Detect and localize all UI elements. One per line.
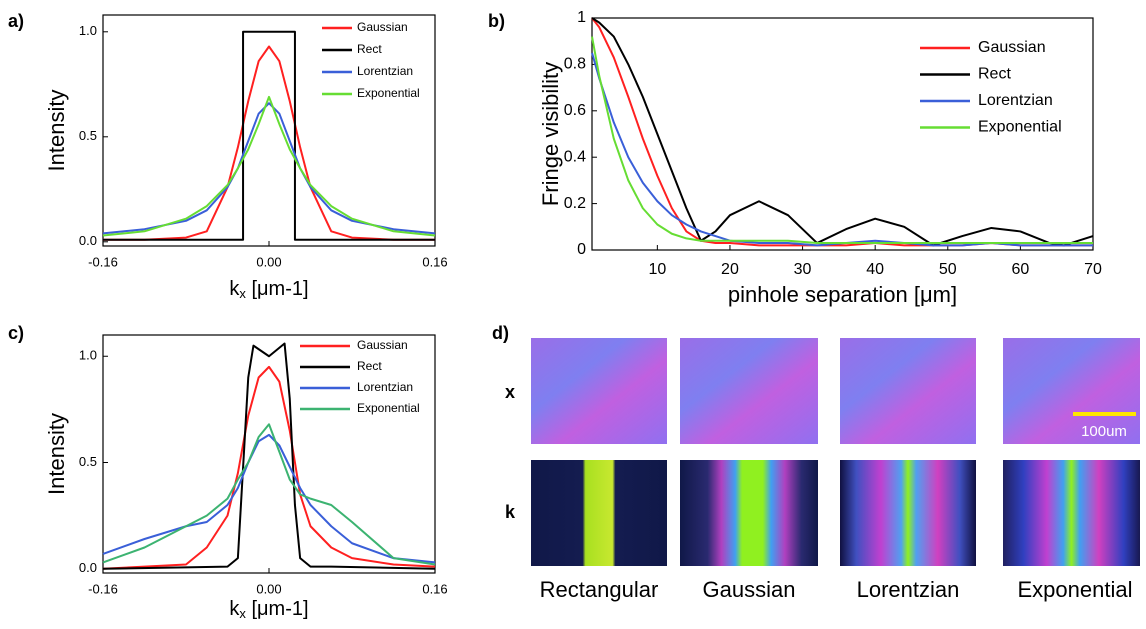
series-line bbox=[102, 95, 436, 237]
x-tick-label: 0.00 bbox=[256, 254, 281, 269]
series-line bbox=[102, 102, 436, 235]
x-axis-label-part: x bbox=[239, 286, 246, 301]
series-line bbox=[103, 45, 435, 241]
image-x-lorentz bbox=[840, 338, 976, 444]
image-k-exp bbox=[1003, 460, 1140, 566]
y-axis-label: Intensity bbox=[44, 413, 69, 495]
row-label: k bbox=[505, 502, 516, 522]
x-tick-label: 30 bbox=[794, 261, 812, 278]
x-axis-label: kx [μm-1] bbox=[229, 598, 308, 621]
x-tick-label: 50 bbox=[939, 261, 957, 278]
x-axis-label-part: pinhole separation [μm] bbox=[728, 282, 957, 307]
x-tick-label: -0.16 bbox=[88, 254, 118, 269]
y-tick-label: 0.6 bbox=[564, 102, 586, 119]
panel-label: c) bbox=[8, 323, 24, 343]
legend-label: Gaussian bbox=[357, 338, 408, 352]
legend-label: Lorentzian bbox=[357, 380, 413, 394]
y-tick-label: 1 bbox=[577, 9, 586, 26]
y-tick-label: 0.0 bbox=[79, 560, 97, 575]
x-tick-label: 0.00 bbox=[256, 581, 281, 596]
x-axis-label-part: x bbox=[239, 606, 246, 621]
y-tick-label: 0.2 bbox=[564, 195, 586, 212]
series-line bbox=[103, 30, 435, 241]
legend-label: Rect bbox=[978, 66, 1011, 83]
column-label: Lorentzian bbox=[857, 577, 960, 602]
x-tick-label: 60 bbox=[1011, 261, 1029, 278]
x-tick-label: -0.16 bbox=[88, 581, 118, 596]
row-label: x bbox=[505, 382, 515, 402]
series-line bbox=[102, 365, 436, 570]
series-line bbox=[102, 423, 436, 566]
series-line bbox=[591, 36, 1093, 245]
column-label: Gaussian bbox=[703, 577, 796, 602]
panel-label: a) bbox=[8, 11, 24, 31]
series-line bbox=[102, 342, 436, 570]
legend-label: Lorentzian bbox=[357, 64, 413, 78]
x-tick-label: 70 bbox=[1084, 261, 1102, 278]
y-axis-label: Fringe visibility bbox=[538, 62, 563, 206]
image-x-rect bbox=[531, 338, 667, 444]
legend-label: Exponential bbox=[357, 86, 420, 100]
image-x-exp bbox=[1003, 338, 1140, 444]
series-line bbox=[591, 52, 1093, 247]
x-tick-label: 10 bbox=[648, 261, 666, 278]
legend-label: Rect bbox=[357, 42, 382, 56]
legend-label: Exponential bbox=[357, 401, 420, 415]
column-label: Exponential bbox=[1018, 577, 1133, 602]
y-tick-label: 1.0 bbox=[79, 348, 97, 363]
panel-label: b) bbox=[488, 11, 505, 31]
legend-label: Exponential bbox=[978, 119, 1062, 136]
y-tick-label: 0 bbox=[577, 241, 586, 258]
legend-label: Gaussian bbox=[978, 39, 1046, 56]
scale-bar-label: 100um bbox=[1081, 423, 1127, 440]
x-tick-label: 40 bbox=[866, 261, 884, 278]
legend-label: Rect bbox=[357, 359, 382, 373]
series-line bbox=[102, 433, 436, 564]
image-k-lorentz bbox=[840, 460, 976, 566]
x-axis-label-part: k bbox=[229, 278, 240, 300]
x-axis-label: kx [μm-1] bbox=[229, 278, 308, 301]
y-tick-label: 0.5 bbox=[79, 128, 97, 143]
y-tick-label: 0.8 bbox=[564, 56, 586, 73]
x-tick-label: 20 bbox=[721, 261, 739, 278]
legend-label: Gaussian bbox=[357, 20, 408, 34]
y-tick-label: 0.5 bbox=[79, 454, 97, 469]
y-axis-label: Intensity bbox=[44, 90, 69, 172]
x-tick-label: 0.16 bbox=[422, 581, 447, 596]
y-tick-label: 1.0 bbox=[79, 23, 97, 38]
series-line bbox=[591, 17, 1094, 247]
plot-frame bbox=[102, 14, 436, 247]
y-tick-label: 0.0 bbox=[79, 233, 97, 248]
y-tick-label: 0.4 bbox=[564, 148, 586, 165]
image-x-gauss bbox=[680, 338, 818, 444]
x-axis-label: pinhole separation [μm] bbox=[728, 282, 957, 307]
x-tick-label: 0.16 bbox=[422, 254, 447, 269]
image-k-rect bbox=[531, 460, 667, 566]
panel-label: d) bbox=[492, 323, 509, 343]
x-axis-label-part: [μm-1] bbox=[246, 598, 309, 620]
legend-label: Lorentzian bbox=[978, 92, 1053, 109]
x-axis-label-part: [μm-1] bbox=[246, 278, 309, 300]
x-axis-label-part: k bbox=[229, 598, 240, 620]
column-label: Rectangular bbox=[540, 577, 659, 602]
image-k-gauss bbox=[680, 460, 818, 566]
plot-frame bbox=[591, 17, 1094, 251]
